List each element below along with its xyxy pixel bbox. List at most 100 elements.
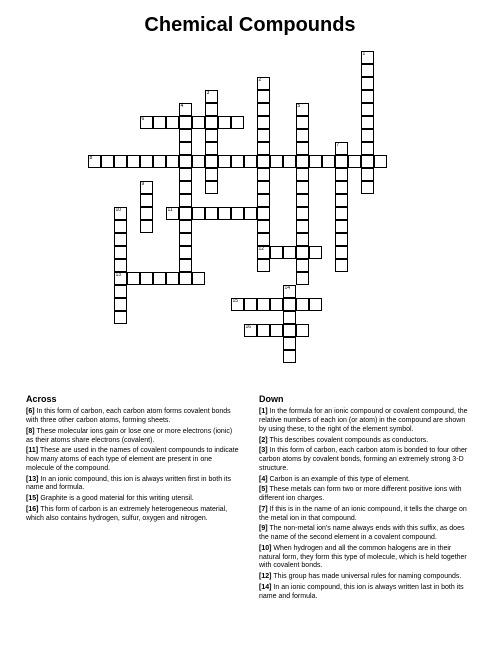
grid-cell[interactable]: 9: [140, 181, 153, 194]
grid-cell[interactable]: [101, 155, 114, 168]
grid-cell[interactable]: 3: [205, 90, 218, 103]
grid-cell[interactable]: [153, 155, 166, 168]
grid-cell[interactable]: [296, 272, 309, 285]
grid-cell[interactable]: [179, 233, 192, 246]
grid-cell[interactable]: [257, 103, 270, 116]
grid-cell[interactable]: [166, 272, 179, 285]
grid-cell[interactable]: [361, 64, 374, 77]
grid-cell[interactable]: [335, 181, 348, 194]
grid-cell[interactable]: [296, 116, 309, 129]
grid-cell[interactable]: 14: [283, 285, 296, 298]
grid-cell[interactable]: [257, 207, 270, 220]
grid-cell[interactable]: [140, 155, 153, 168]
grid-cell[interactable]: 15: [231, 298, 244, 311]
grid-cell[interactable]: [114, 233, 127, 246]
grid-cell[interactable]: 12: [257, 246, 270, 259]
grid-cell[interactable]: [205, 142, 218, 155]
grid-cell[interactable]: 4: [179, 103, 192, 116]
grid-cell[interactable]: [205, 116, 218, 129]
grid-cell[interactable]: [114, 259, 127, 272]
grid-cell[interactable]: [205, 168, 218, 181]
grid-cell[interactable]: [140, 207, 153, 220]
grid-cell[interactable]: [361, 181, 374, 194]
grid-cell[interactable]: [296, 259, 309, 272]
grid-cell[interactable]: [231, 207, 244, 220]
grid-cell[interactable]: [283, 155, 296, 168]
grid-cell[interactable]: [153, 116, 166, 129]
grid-cell[interactable]: 7: [335, 142, 348, 155]
grid-cell[interactable]: 16: [244, 324, 257, 337]
grid-cell[interactable]: [296, 298, 309, 311]
grid-cell[interactable]: [257, 90, 270, 103]
grid-cell[interactable]: [218, 155, 231, 168]
grid-cell[interactable]: [296, 194, 309, 207]
grid-cell[interactable]: [361, 77, 374, 90]
grid-cell[interactable]: [205, 181, 218, 194]
grid-cell[interactable]: [335, 259, 348, 272]
grid-cell[interactable]: [205, 129, 218, 142]
grid-cell[interactable]: [270, 246, 283, 259]
grid-cell[interactable]: [257, 116, 270, 129]
grid-cell[interactable]: [257, 142, 270, 155]
grid-cell[interactable]: 5: [296, 103, 309, 116]
grid-cell[interactable]: [296, 324, 309, 337]
grid-cell[interactable]: [179, 272, 192, 285]
grid-cell[interactable]: [205, 103, 218, 116]
grid-cell[interactable]: [296, 246, 309, 259]
grid-cell[interactable]: [257, 168, 270, 181]
grid-cell[interactable]: 1: [361, 51, 374, 64]
grid-cell[interactable]: [205, 207, 218, 220]
grid-cell[interactable]: 13: [114, 272, 127, 285]
grid-cell[interactable]: 11: [166, 207, 179, 220]
grid-cell[interactable]: [244, 298, 257, 311]
grid-cell[interactable]: [114, 155, 127, 168]
grid-cell[interactable]: [309, 298, 322, 311]
grid-cell[interactable]: 8: [88, 155, 101, 168]
grid-cell[interactable]: [361, 129, 374, 142]
grid-cell[interactable]: [192, 272, 205, 285]
grid-cell[interactable]: [114, 298, 127, 311]
grid-cell[interactable]: [374, 155, 387, 168]
grid-cell[interactable]: [335, 220, 348, 233]
grid-cell[interactable]: [283, 311, 296, 324]
grid-cell[interactable]: [335, 246, 348, 259]
grid-cell[interactable]: [192, 155, 205, 168]
grid-cell[interactable]: [218, 207, 231, 220]
grid-cell[interactable]: [153, 272, 166, 285]
grid-cell[interactable]: [114, 285, 127, 298]
grid-cell[interactable]: 10: [114, 207, 127, 220]
grid-cell[interactable]: [179, 194, 192, 207]
grid-cell[interactable]: [257, 129, 270, 142]
grid-cell[interactable]: [179, 181, 192, 194]
grid-cell[interactable]: [296, 155, 309, 168]
grid-cell[interactable]: [179, 116, 192, 129]
grid-cell[interactable]: [296, 142, 309, 155]
grid-cell[interactable]: [270, 155, 283, 168]
grid-cell[interactable]: [166, 155, 179, 168]
grid-cell[interactable]: [348, 155, 361, 168]
grid-cell[interactable]: [270, 298, 283, 311]
grid-cell[interactable]: 6: [140, 116, 153, 129]
grid-cell[interactable]: [218, 116, 231, 129]
grid-cell[interactable]: [335, 207, 348, 220]
grid-cell[interactable]: [140, 272, 153, 285]
grid-cell[interactable]: [179, 207, 192, 220]
grid-cell[interactable]: [114, 220, 127, 233]
grid-cell[interactable]: [335, 233, 348, 246]
grid-cell[interactable]: [283, 350, 296, 363]
grid-cell[interactable]: [140, 220, 153, 233]
grid-cell[interactable]: [257, 298, 270, 311]
grid-cell[interactable]: [296, 233, 309, 246]
grid-cell[interactable]: [127, 272, 140, 285]
grid-cell[interactable]: [192, 207, 205, 220]
grid-cell[interactable]: [257, 233, 270, 246]
grid-cell[interactable]: [257, 259, 270, 272]
grid-cell[interactable]: [166, 116, 179, 129]
grid-cell[interactable]: [244, 207, 257, 220]
grid-cell[interactable]: [179, 142, 192, 155]
grid-cell[interactable]: [296, 181, 309, 194]
grid-cell[interactable]: [335, 168, 348, 181]
grid-cell[interactable]: [309, 246, 322, 259]
grid-cell[interactable]: [361, 142, 374, 155]
grid-cell[interactable]: [231, 155, 244, 168]
